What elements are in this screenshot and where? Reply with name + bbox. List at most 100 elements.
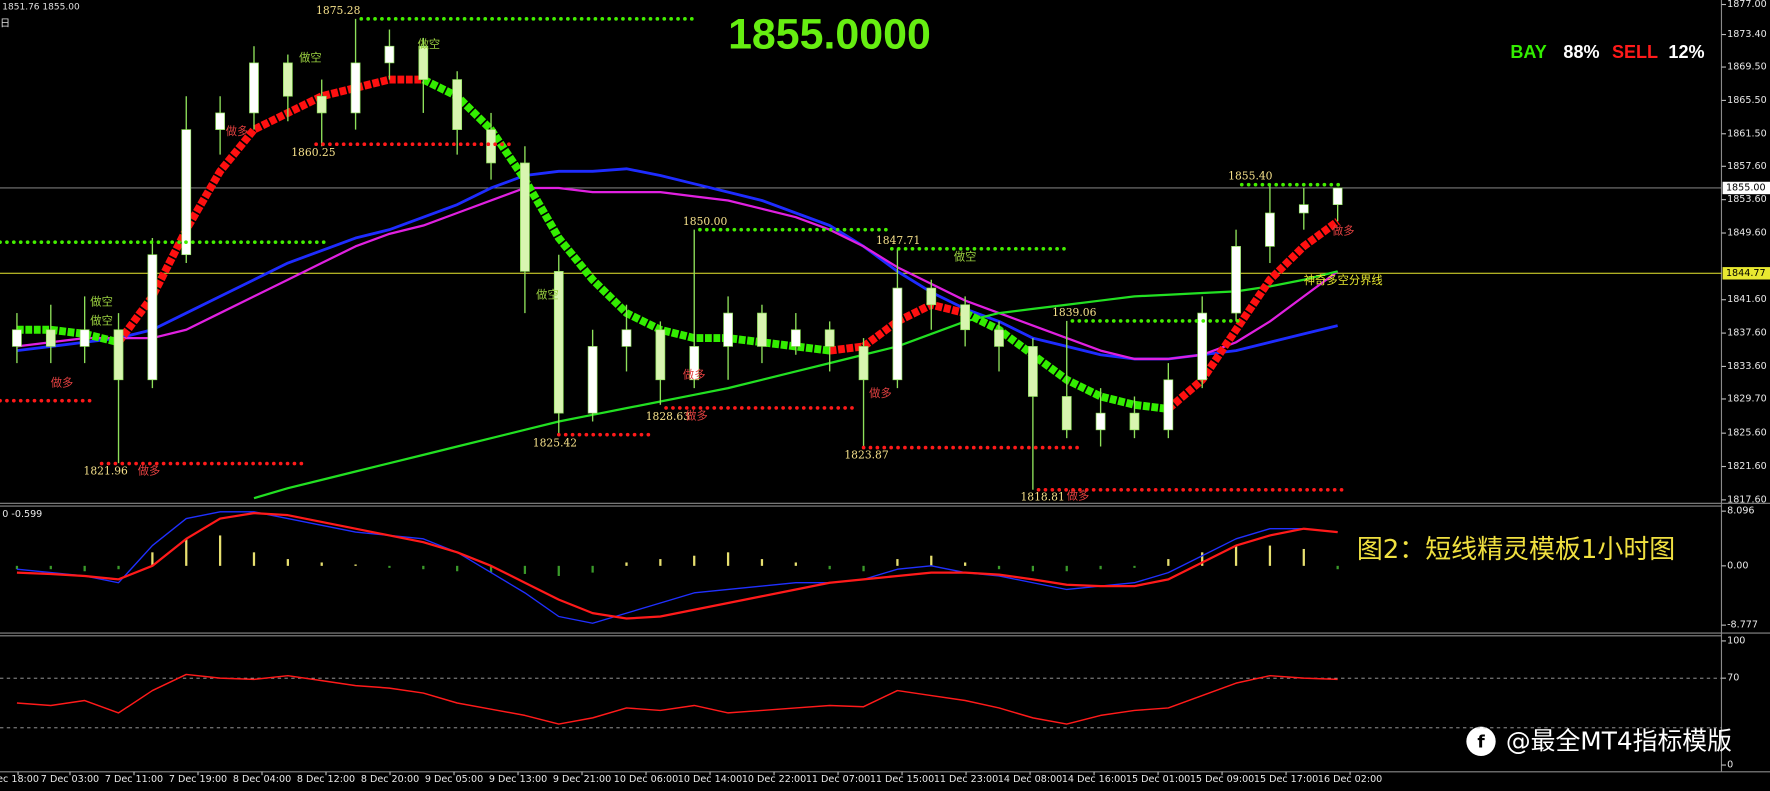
panel-frames xyxy=(0,0,1770,773)
level-label: 1847.71 xyxy=(876,234,920,247)
candle-body xyxy=(249,62,259,114)
histogram-bar xyxy=(896,559,899,566)
signal-label: 做空 xyxy=(90,314,113,328)
histogram-bar xyxy=(659,559,662,566)
candle-body xyxy=(12,329,22,347)
candle-body xyxy=(621,329,632,347)
level-label: 1825.42 xyxy=(533,437,577,450)
histogram-bar xyxy=(760,559,764,566)
logo-glyph: f xyxy=(1477,731,1485,751)
signal-label: 做多 xyxy=(869,386,892,400)
y-tick-label: 1861.50 xyxy=(1727,128,1767,139)
x-tick-label: 15 Dec 09:00 xyxy=(1190,774,1254,785)
histogram-bar xyxy=(828,565,831,570)
histogram-bar xyxy=(117,565,120,570)
y-tick-label: 1833.60 xyxy=(1727,361,1767,372)
x-tick-label: 14 Dec 16:00 xyxy=(1062,774,1126,785)
candle-body xyxy=(1129,412,1140,431)
candle-body xyxy=(1197,312,1208,381)
histogram-bar xyxy=(1167,559,1170,566)
x-tick-label: 7 Dec 11:00 xyxy=(105,774,163,785)
y-tick-label: 1829.70 xyxy=(1727,393,1767,404)
level-label: 1818.81 xyxy=(1020,491,1064,504)
histogram-bar xyxy=(726,552,730,566)
buy-percent: 88% xyxy=(1563,42,1599,62)
candle-body xyxy=(1163,379,1174,431)
level-label: 1875.28 xyxy=(316,4,361,17)
current-price: 1855.0000 xyxy=(728,11,931,59)
x-tick-label: 15 Dec 01:00 xyxy=(1126,774,1190,785)
signal-label: 做空 xyxy=(536,288,559,302)
histogram-bar xyxy=(557,565,560,576)
candle-body xyxy=(960,304,971,331)
histogram-bar xyxy=(964,562,967,566)
candle-body xyxy=(350,62,361,114)
y-tick-label: 1841.60 xyxy=(1727,294,1767,305)
candle-body xyxy=(384,45,395,64)
histogram-bar xyxy=(1302,548,1305,566)
histogram-bar xyxy=(1234,545,1238,566)
histogram-bar xyxy=(320,562,323,566)
y-tick-label: 1837.60 xyxy=(1727,328,1767,339)
x-tick-label: 8 Dec 12:00 xyxy=(297,774,355,785)
histogram-bar xyxy=(1268,545,1272,566)
level-label: 1823.87 xyxy=(844,448,889,461)
level-label: 1839.06 xyxy=(1052,306,1097,319)
histogram-bar xyxy=(1201,552,1204,566)
x-tick-label: 11 Dec 07:00 xyxy=(806,774,870,785)
candle-body xyxy=(1095,412,1106,431)
x-tick-label: 7 Dec 19:00 xyxy=(169,774,227,785)
candle-body xyxy=(655,329,666,381)
histogram-bar xyxy=(930,555,933,566)
histogram-bar xyxy=(1099,565,1102,570)
signal-label: 做空 xyxy=(299,51,322,65)
candle-body xyxy=(282,62,293,97)
signal-label: 做多 xyxy=(1067,488,1090,502)
histogram-bar xyxy=(794,562,797,566)
histogram-bar xyxy=(489,565,493,573)
y-tick-label: 1869.50 xyxy=(1727,62,1767,73)
y-tick-label: 1853.60 xyxy=(1727,194,1767,205)
caption: 图2：短线精灵模板1小时图 xyxy=(1357,535,1675,565)
indicator-line xyxy=(16,673,1338,725)
x-tick-label: 9 Dec 21:00 xyxy=(553,774,611,785)
y-tick-label: 1873.40 xyxy=(1727,29,1767,40)
signal-label: 做空 xyxy=(90,294,113,308)
logo xyxy=(1466,726,1496,757)
histogram-bar xyxy=(591,565,594,573)
x-tick-label: 10 Dec 22:00 xyxy=(742,774,806,785)
sell-label: SELL xyxy=(1612,42,1658,62)
histogram-bar xyxy=(185,538,188,566)
candle-body xyxy=(147,254,158,381)
x-tick-label: 11 Dec 23:00 xyxy=(934,774,998,785)
histogram-bar xyxy=(1336,565,1339,570)
candle-body xyxy=(858,346,869,381)
y-tick-label: 1849.60 xyxy=(1727,228,1767,239)
candle-body xyxy=(1332,187,1343,205)
x-tick-label: 14 Dec 08:00 xyxy=(998,774,1062,785)
candle-body xyxy=(926,287,937,306)
y-tick-label: 0.00 xyxy=(1727,560,1748,571)
indicator-subtitle: 0 -0.599 xyxy=(2,509,42,520)
indicator-line xyxy=(253,270,1338,500)
sell-percent: 12% xyxy=(1668,42,1704,62)
y-tick-label: 1825.60 xyxy=(1727,428,1767,439)
level-label: 1855.40 xyxy=(1228,170,1273,183)
y-tick-label: 1877.00 xyxy=(1727,0,1767,10)
candle-body xyxy=(1231,246,1241,314)
candle-body xyxy=(790,329,801,347)
histogram-bar xyxy=(151,552,154,566)
candle-body xyxy=(757,312,767,347)
histogram-bar xyxy=(1031,565,1035,572)
price-box-label: 1855.00 xyxy=(1726,182,1766,193)
y-tick-label: 0 xyxy=(1727,760,1733,771)
candle-body xyxy=(587,346,598,414)
y-tick-label: 1821.60 xyxy=(1727,461,1767,472)
signal-label: 做空 xyxy=(954,249,977,263)
level-label: 1850.00 xyxy=(683,215,728,228)
candle-body xyxy=(994,329,1004,347)
candle-body xyxy=(45,329,56,347)
